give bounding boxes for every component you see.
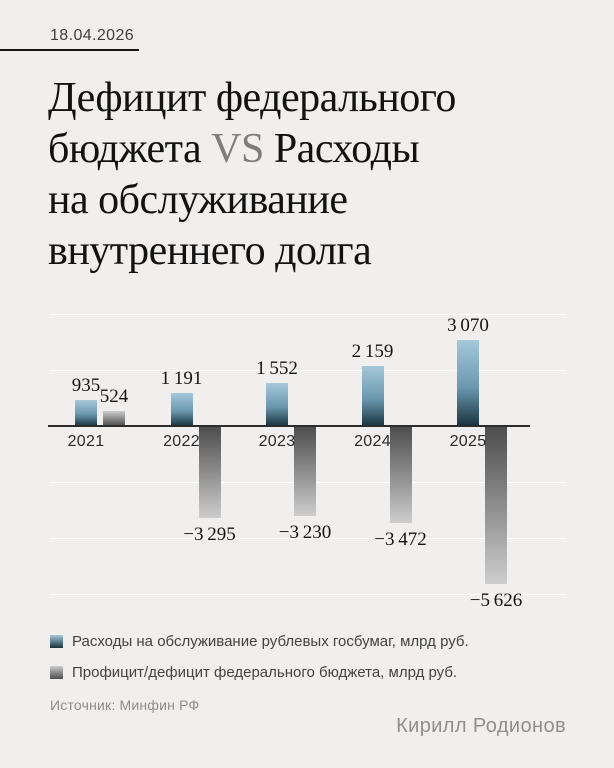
- value-label-budget-balance-2023: −3 230: [278, 522, 332, 544]
- year-label-2021: 2021: [67, 433, 105, 450]
- source-label: Источник: Минфин РФ: [50, 697, 200, 713]
- legend-label-budget-deficit: Профицит/дефицит федерального бюджета, м…: [72, 664, 458, 681]
- date-underline: [0, 49, 139, 51]
- value-label-budget-balance-2021: 524: [99, 386, 129, 408]
- page-title: Дефицит федерального бюджета VS Расходы на…: [48, 73, 456, 277]
- title-line-4: внутреннего долга: [48, 228, 372, 274]
- title-vs: VS: [211, 126, 264, 172]
- legend-item-bond-expenses: Расходы на обслуживание рублевых госбума…: [50, 633, 469, 650]
- year-label-2022: 2022: [163, 433, 200, 450]
- gridline: [50, 314, 566, 315]
- year-label-2023: 2023: [258, 433, 296, 450]
- bar-bond-expenses-2024: [361, 365, 384, 426]
- bar-budget-balance-2025: [485, 426, 507, 584]
- value-label-bond-expenses-2023: 1 552: [256, 357, 298, 379]
- bar-budget-balance-2023: [294, 426, 316, 517]
- value-label-bond-expenses-2021: 935: [71, 374, 101, 396]
- year-label-2024: 2024: [354, 433, 391, 450]
- legend-item-budget-deficit: Профицит/дефицит федерального бюджета, м…: [50, 664, 457, 681]
- title-line-2a: бюджета: [48, 126, 212, 172]
- title-line-1: Дефицит федерального: [48, 75, 456, 121]
- value-label-budget-balance-2024: −3 472: [374, 529, 427, 551]
- year-label-2025: 2025: [449, 433, 487, 450]
- date-label: 18.04.2026: [50, 27, 135, 44]
- value-label-bond-expenses-2024: 2 159: [351, 340, 394, 362]
- legend-swatch-gray: [50, 666, 63, 679]
- bar-budget-balance-2021: [103, 411, 125, 426]
- bar-bond-expenses-2025: [457, 340, 479, 426]
- legend-swatch-blue: [50, 635, 63, 648]
- bar-budget-balance-2024: [389, 426, 412, 524]
- bar-bond-expenses-2021: [75, 399, 97, 426]
- bar-bond-expenses-2023: [266, 382, 288, 426]
- value-label-bond-expenses-2025: 3 070: [447, 315, 489, 337]
- bar-bond-expenses-2022: [170, 392, 193, 426]
- gridline: [50, 538, 566, 539]
- gridline: [50, 370, 566, 371]
- x-axis: [48, 425, 530, 427]
- author-label: Кирилл Родионов: [396, 715, 566, 737]
- value-label-budget-balance-2022: −3 295: [183, 524, 236, 546]
- title-line-3: на обслуживание: [48, 177, 348, 223]
- value-label-budget-balance-2025: −5 626: [469, 589, 523, 611]
- legend-label-bond-expenses: Расходы на обслуживание рублевых госбума…: [72, 633, 469, 650]
- bar-budget-balance-2022: [198, 426, 221, 519]
- gridline: [50, 594, 566, 595]
- title-line-2b: Расходы: [263, 126, 420, 172]
- value-label-bond-expenses-2022: 1 191: [160, 367, 203, 389]
